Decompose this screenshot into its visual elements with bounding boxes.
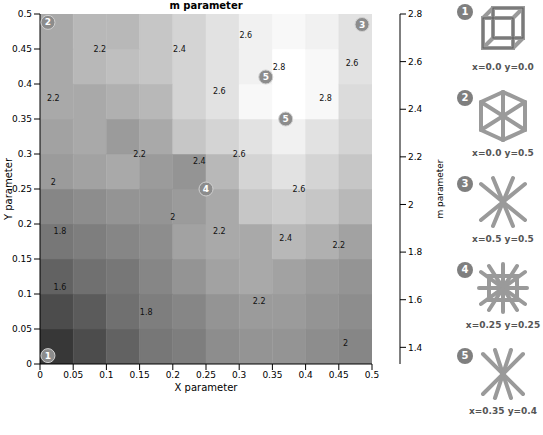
svg-text:0.4: 0.4 bbox=[298, 370, 313, 380]
html-text:4: 4 bbox=[461, 264, 469, 275]
html-text:X parameter: X parameter bbox=[174, 382, 238, 393]
svg-text:1: 1 bbox=[45, 351, 51, 361]
html-text:x=0.0 y=0.5: x=0.0 y=0.5 bbox=[472, 148, 534, 158]
svg-text:2.6: 2.6 bbox=[239, 31, 252, 40]
svg-text:5: 5 bbox=[263, 72, 269, 82]
html-text:2: 2 bbox=[461, 92, 469, 103]
svg-text:2.4: 2.4 bbox=[279, 234, 292, 243]
html-text:3: 3 bbox=[461, 178, 469, 189]
html-text:Y parameter: Y parameter bbox=[2, 158, 14, 220]
svg-text:0.4: 0.4 bbox=[18, 79, 33, 89]
svg-text:2.2: 2.2 bbox=[213, 227, 226, 236]
html-text:x=0.35 y=0.4: x=0.35 y=0.4 bbox=[469, 406, 537, 416]
svg-text:2.4: 2.4 bbox=[173, 45, 186, 54]
svg-text:0.05: 0.05 bbox=[12, 324, 32, 334]
html-text:m parameter: m parameter bbox=[169, 0, 243, 11]
svg-text:0.35: 0.35 bbox=[12, 114, 32, 124]
html-text:x=0.5 y=0.5: x=0.5 y=0.5 bbox=[472, 234, 534, 244]
svg-text:2: 2 bbox=[45, 17, 51, 27]
svg-text:2: 2 bbox=[170, 213, 175, 222]
svg-text:2.6: 2.6 bbox=[346, 59, 359, 68]
svg-text:0.5: 0.5 bbox=[365, 370, 379, 380]
svg-text:0.45: 0.45 bbox=[329, 370, 349, 380]
svg-text:0: 0 bbox=[26, 359, 32, 369]
html-text:1: 1 bbox=[461, 6, 469, 17]
svg-text:0.45: 0.45 bbox=[12, 44, 32, 54]
svg-text:2.2: 2.2 bbox=[332, 241, 345, 250]
html-text:m parameter: m parameter bbox=[435, 159, 445, 219]
html-text:5: 5 bbox=[461, 350, 469, 361]
svg-text:0.2: 0.2 bbox=[18, 219, 32, 229]
svg-text:0.1: 0.1 bbox=[99, 370, 113, 380]
svg-text:0.3: 0.3 bbox=[232, 370, 246, 380]
svg-text:0.35: 0.35 bbox=[262, 370, 282, 380]
svg-text:2.6: 2.6 bbox=[233, 150, 246, 159]
html-text:x=0.25 y=0.25: x=0.25 y=0.25 bbox=[465, 320, 541, 330]
svg-text:1.8: 1.8 bbox=[54, 227, 67, 236]
svg-text:2.8: 2.8 bbox=[319, 94, 332, 103]
svg-text:2.6: 2.6 bbox=[213, 87, 226, 96]
svg-text:2.8: 2.8 bbox=[273, 63, 286, 72]
svg-text:2.6: 2.6 bbox=[408, 57, 423, 67]
svg-text:3: 3 bbox=[359, 20, 365, 30]
html-text:x=0.0 y=0.0: x=0.0 y=0.0 bbox=[472, 62, 534, 72]
svg-text:4: 4 bbox=[203, 184, 209, 194]
svg-text:2.2: 2.2 bbox=[408, 152, 422, 162]
svg-text:0: 0 bbox=[37, 370, 43, 380]
svg-text:0.25: 0.25 bbox=[12, 184, 32, 194]
svg-text:0.15: 0.15 bbox=[12, 254, 32, 264]
svg-text:0.5: 0.5 bbox=[18, 9, 32, 19]
svg-text:2.4: 2.4 bbox=[193, 157, 206, 166]
svg-text:2.2: 2.2 bbox=[47, 94, 60, 103]
svg-text:1.8: 1.8 bbox=[140, 308, 153, 317]
svg-text:2.2: 2.2 bbox=[133, 150, 146, 159]
svg-text:1.6: 1.6 bbox=[408, 295, 423, 305]
svg-text:0.15: 0.15 bbox=[130, 370, 150, 380]
svg-text:1.4: 1.4 bbox=[408, 343, 423, 353]
svg-text:2.2: 2.2 bbox=[253, 297, 266, 306]
svg-text:0.05: 0.05 bbox=[63, 370, 83, 380]
svg-text:2.8: 2.8 bbox=[408, 9, 423, 19]
svg-text:2.4: 2.4 bbox=[408, 104, 423, 114]
svg-text:0.2: 0.2 bbox=[166, 370, 180, 380]
svg-text:2: 2 bbox=[408, 200, 414, 210]
svg-text:2: 2 bbox=[343, 339, 348, 348]
svg-text:2: 2 bbox=[51, 178, 56, 187]
svg-text:1.8: 1.8 bbox=[408, 247, 423, 257]
svg-text:2.2: 2.2 bbox=[93, 45, 106, 54]
svg-text:0.3: 0.3 bbox=[18, 149, 32, 159]
svg-text:0.25: 0.25 bbox=[196, 370, 216, 380]
svg-text:2.6: 2.6 bbox=[293, 185, 306, 194]
svg-text:1.6: 1.6 bbox=[54, 283, 67, 292]
svg-text:0.1: 0.1 bbox=[18, 289, 32, 299]
svg-text:5: 5 bbox=[283, 114, 289, 124]
